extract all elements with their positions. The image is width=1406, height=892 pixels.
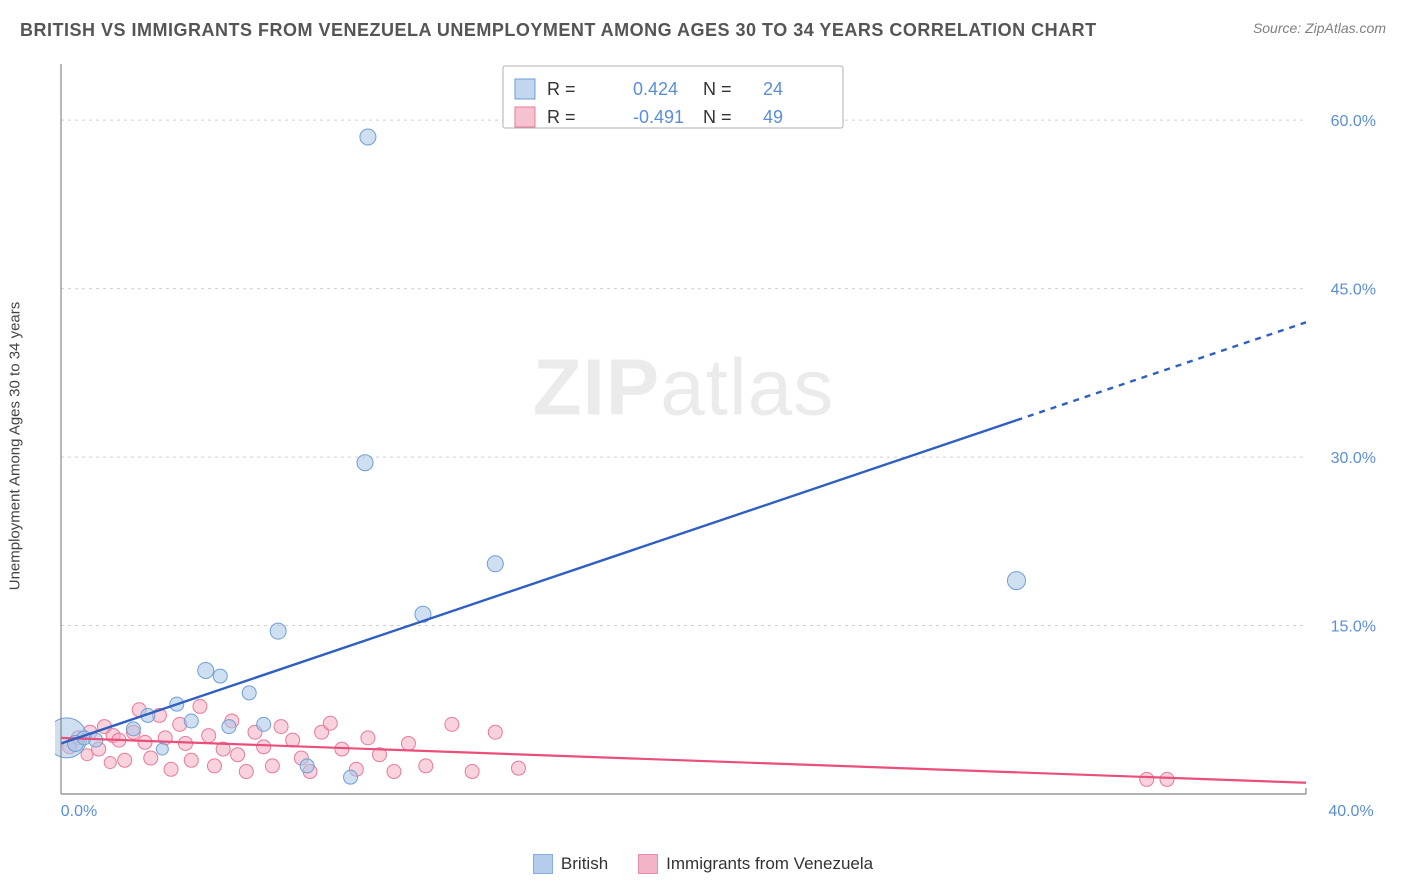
scatter-point [487,556,503,572]
scatter-point [118,753,132,767]
scatter-point [222,720,236,734]
scatter-point [207,759,221,773]
y-axis-label: Unemployment Among Ages 30 to 34 years [7,302,24,591]
scatter-point [361,731,375,745]
legend-n-label: N = [703,79,732,99]
scatter-point [1007,572,1025,590]
y-tick-label: 45.0% [1331,282,1376,299]
scatter-point [213,669,227,683]
scatter-point [144,751,158,765]
legend-item: Immigrants from Venezuela [638,854,873,874]
scatter-point [104,757,116,769]
scatter-point [270,623,286,639]
scatter-point [300,759,314,773]
legend-r-value: -0.491 [633,107,684,127]
scatter-point [323,716,337,730]
scatter-point [465,765,479,779]
scatter-point [202,729,216,743]
scatter-point [156,743,168,755]
scatter-point [138,735,152,749]
legend-n-value: 24 [763,79,783,99]
scatter-point [257,717,271,731]
legend-r-label: R = [547,107,576,127]
scatter-point [344,770,358,784]
legend-r-value: 0.424 [633,79,678,99]
scatter-chart: 15.0% 30.0% 45.0% 60.0% ZIPatlas 0.0% 40.0% R =… [55,60,1386,822]
scatter-point [239,765,253,779]
scatter-point [1160,772,1174,786]
plot-area: 15.0% 30.0% 45.0% 60.0% ZIPatlas 0.0% 40.0% R =… [55,60,1386,822]
y-tick-label: 30.0% [1331,450,1376,467]
chart-title: BRITISH VS IMMIGRANTS FROM VENEZUELA UNE… [20,20,1097,41]
x-tick-label: 40.0% [1328,803,1373,820]
scatter-point [198,662,214,678]
scatter-point [401,736,415,750]
source-citation: Source: ZipAtlas.com [1253,20,1386,36]
scatter-point [387,765,401,779]
y-tick-label: 15.0% [1331,619,1376,636]
scatter-point [1140,772,1154,786]
legend-swatch [515,107,535,127]
x-tick-label: 0.0% [61,803,97,820]
legend-label: Immigrants from Venezuela [666,854,873,874]
legend-swatch [638,854,658,874]
scatter-point [357,455,373,471]
scatter-point [184,714,198,728]
scatter-point [231,748,245,762]
watermark: ZIPatlas [533,342,834,431]
scatter-point [445,717,459,731]
legend-item: British [533,854,608,874]
scatter-point [193,699,207,713]
legend-label: British [561,854,608,874]
scatter-point [274,720,288,734]
scatter-point [265,759,279,773]
scatter-point [419,759,433,773]
legend-n-label: N = [703,107,732,127]
trend-line [61,420,1016,743]
legend-swatch [515,79,535,99]
scatter-point [242,686,256,700]
legend-swatch [533,854,553,874]
scatter-point [257,740,271,754]
legend-n-value: 49 [763,107,783,127]
scatter-point [184,753,198,767]
scatter-point [126,722,140,736]
legend-r-label: R = [547,79,576,99]
trend-line-extrapolated [1016,322,1306,420]
scatter-point [164,762,178,776]
y-tick-label: 60.0% [1331,113,1376,130]
stats-legend: R = 0.424 N = 24 R = -0.491 N = 49 [503,66,843,128]
scatter-point [360,129,376,145]
scatter-point [511,761,525,775]
bottom-legend: British Immigrants from Venezuela [0,854,1406,874]
scatter-point [488,725,502,739]
